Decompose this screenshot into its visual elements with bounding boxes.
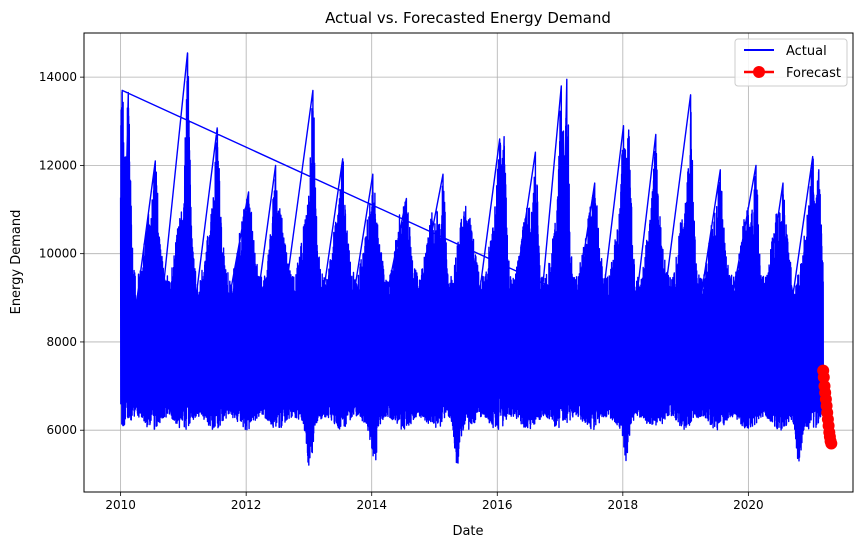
y-tick-label: 6000 bbox=[46, 423, 77, 437]
x-axis-label: Date bbox=[452, 524, 483, 539]
chart-title: Actual vs. Forecasted Energy Demand bbox=[325, 9, 611, 27]
y-tick-label: 8000 bbox=[46, 335, 77, 349]
legend-forecast-marker bbox=[753, 66, 765, 78]
x-tick-label: 2018 bbox=[608, 498, 639, 512]
x-tick-label: 2010 bbox=[105, 498, 136, 512]
x-tick-label: 2012 bbox=[231, 498, 262, 512]
y-tick-label: 14000 bbox=[39, 70, 77, 84]
x-tick-label: 2020 bbox=[733, 498, 764, 512]
axes-frame bbox=[83, 32, 854, 493]
x-axis-ticks: 2010 2012 2014 2016 2018 2020 bbox=[105, 492, 764, 512]
forecast-point bbox=[817, 371, 830, 384]
y-axis-label: Energy Demand bbox=[9, 210, 24, 315]
y-axis-ticks: 6000 8000 10000 12000 14000 bbox=[39, 70, 84, 437]
y-tick-label: 10000 bbox=[39, 247, 77, 261]
y-tick-label: 12000 bbox=[39, 158, 77, 172]
forecast-point bbox=[825, 437, 838, 450]
x-tick-label: 2014 bbox=[356, 498, 387, 512]
x-tick-label: 2016 bbox=[482, 498, 513, 512]
legend-forecast-label: Forecast bbox=[786, 66, 841, 81]
legend-actual-label: Actual bbox=[786, 44, 827, 59]
actual-series-line bbox=[119, 52, 824, 466]
legend: Actual Forecast bbox=[734, 38, 848, 87]
plot-area bbox=[119, 52, 838, 466]
